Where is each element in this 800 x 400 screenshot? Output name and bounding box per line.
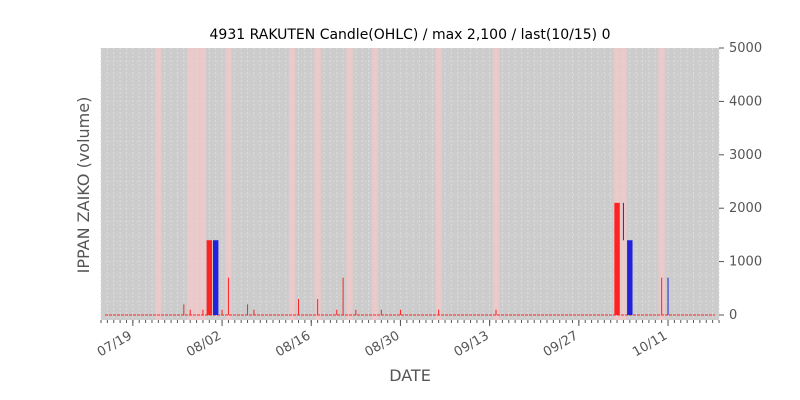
x-axis-title: DATE: [389, 366, 431, 385]
highlight-band: [288, 48, 296, 320]
highlight-band: [613, 48, 621, 320]
highlight-band: [492, 48, 500, 320]
y-tick-label: 5000: [729, 41, 762, 56]
highlight-band: [225, 48, 232, 320]
y-tick-label: 1000: [729, 255, 762, 270]
x-tick-label: 08/16: [273, 328, 313, 360]
candle-body: [212, 240, 219, 315]
x-tick-label: 09/13: [452, 328, 492, 360]
candle-body: [206, 240, 213, 315]
highlight-band: [155, 48, 162, 320]
y-tick-label: 2000: [729, 201, 762, 216]
y-tick-label: 4000: [729, 94, 762, 109]
highlight-band: [314, 48, 321, 320]
highlight-band: [435, 48, 442, 320]
candle: [627, 240, 633, 315]
candle-body: [627, 240, 633, 315]
highlight-band: [620, 48, 627, 320]
candle-body: [614, 202, 620, 315]
highlight-band: [193, 48, 200, 320]
x-tick-label: 08/30: [362, 328, 402, 360]
chart-title: 4931 RAKUTEN Candle(OHLC) / max 2,100 / …: [210, 27, 611, 43]
y-tick-label: 3000: [729, 148, 762, 163]
highlight-band: [199, 48, 207, 320]
x-tick-label: 07/19: [95, 328, 135, 360]
x-tick-label: 08/02: [184, 328, 224, 360]
x-tick-label: 10/11: [630, 328, 670, 360]
highlight-band: [371, 48, 379, 320]
y-axis-title: IPPAN ZAIKO (volume): [74, 97, 93, 274]
candle: [614, 202, 620, 315]
highlight-band: [346, 48, 353, 320]
highlight-band: [658, 48, 665, 320]
candle: [212, 240, 219, 315]
highlight-band: [187, 48, 194, 320]
y-tick-label: 0: [729, 308, 737, 323]
candle: [206, 240, 213, 315]
x-tick-label: 09/27: [541, 328, 581, 360]
